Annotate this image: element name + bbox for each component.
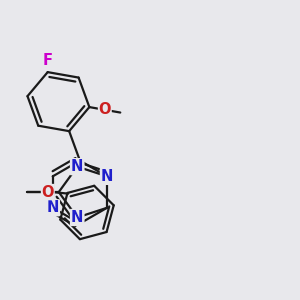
Text: N: N: [46, 200, 59, 215]
Text: O: O: [41, 184, 54, 200]
Text: N: N: [101, 169, 113, 184]
Text: O: O: [99, 102, 111, 117]
Text: N: N: [71, 159, 83, 174]
Text: F: F: [43, 52, 53, 68]
Text: N: N: [71, 210, 83, 225]
